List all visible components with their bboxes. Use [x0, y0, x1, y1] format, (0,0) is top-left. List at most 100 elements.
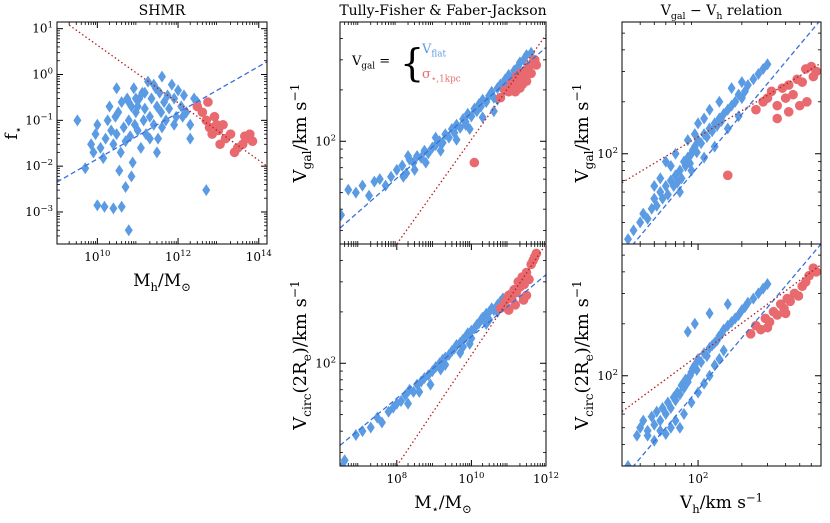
point: [99, 152, 108, 165]
point: [788, 89, 798, 100]
point: [452, 118, 461, 131]
fit-line-dashed: [632, 244, 821, 466]
axes-frame: [339, 243, 547, 467]
point: [145, 110, 154, 123]
point: [174, 84, 183, 97]
point: [690, 128, 699, 141]
y-axis-label: Vcirc(2Re)/km s−1: [570, 280, 596, 431]
point: [133, 124, 142, 137]
point: [772, 310, 783, 320]
point: [129, 82, 138, 95]
panel-tf: 102 Tully-Fisher & Faber-Jackson Vgal/km s…: [288, 3, 547, 245]
fit-line-dashed: [632, 22, 820, 244]
point: [218, 119, 228, 130]
point: [636, 216, 645, 229]
point: [743, 79, 752, 92]
point: [93, 199, 102, 212]
point: [683, 134, 692, 147]
point: [723, 122, 732, 135]
point: [103, 114, 112, 127]
point: [465, 123, 474, 136]
point: [100, 200, 109, 213]
x-tick-label: 1010: [84, 249, 110, 264]
point: [754, 67, 763, 80]
point: [351, 186, 360, 199]
point: [780, 93, 791, 103]
x-tick-label: 102: [688, 471, 709, 486]
point: [158, 121, 166, 134]
y-tick-label: 10−2: [25, 158, 53, 173]
point: [734, 110, 743, 123]
point: [624, 460, 633, 466]
point: [643, 212, 652, 225]
point: [772, 100, 783, 111]
fit-line-dotted: [622, 62, 821, 184]
fit-line-dotted: [396, 34, 546, 244]
point: [656, 172, 665, 185]
point: [783, 80, 794, 90]
legend-item: Vflat: [421, 42, 447, 60]
series-V_flat: [340, 46, 536, 221]
point: [650, 180, 659, 193]
point: [117, 200, 126, 213]
point: [186, 132, 195, 145]
point: [751, 104, 761, 115]
point: [797, 77, 808, 87]
fit-line-dotted: [396, 244, 546, 466]
point: [679, 408, 688, 421]
point: [705, 103, 714, 116]
point: [692, 363, 701, 376]
series-early-type: [745, 263, 821, 339]
point: [124, 224, 133, 237]
x-tick-label: 1012: [533, 471, 559, 486]
y-tick-label: 102: [597, 146, 618, 161]
point: [239, 131, 250, 142]
point: [392, 163, 401, 176]
point: [489, 105, 498, 118]
point: [793, 291, 804, 301]
point: [697, 356, 706, 369]
point: [503, 305, 514, 315]
point: [397, 395, 406, 408]
point: [179, 89, 188, 102]
fit-line-dashed: [340, 274, 546, 446]
point: [340, 454, 349, 466]
point: [478, 111, 487, 124]
point: [197, 107, 208, 118]
y-axis-label: Vcirc(2Re)/km s−1: [288, 280, 314, 431]
point: [161, 114, 170, 127]
point: [358, 425, 367, 438]
point: [409, 385, 418, 398]
point: [247, 136, 258, 147]
point: [687, 164, 696, 177]
y-tick-label: 102: [315, 355, 336, 370]
panel-tf2: 108 1010 1012 102 M⋆/M⊙ Vcirc(2Re)/km s−1: [288, 243, 559, 516]
point: [671, 147, 680, 160]
point: [126, 130, 135, 143]
point: [671, 414, 680, 427]
point: [375, 173, 384, 186]
series-early-type: [192, 97, 258, 158]
series-late-type: [624, 278, 772, 466]
point: [186, 118, 195, 131]
point: [225, 129, 236, 139]
y-axis-label: Vgal/km s−1: [570, 84, 596, 184]
point: [723, 298, 732, 311]
fit-line-dotted: [622, 264, 821, 413]
series-early-type: [722, 61, 821, 181]
panel-vgvh: 102 Vgal − Vh relation Vgal/km s−1: [570, 3, 822, 245]
panel-shmr: 1010 1012 1014 10−3 10−2 10−1 100 101 SHMR Mh/M⊙ f…: [2, 3, 272, 294]
point: [783, 107, 794, 117]
point: [140, 102, 149, 115]
data-points: [340, 46, 542, 221]
point: [708, 125, 717, 138]
point: [149, 118, 158, 131]
point: [101, 132, 110, 145]
chart-title: SHMR: [139, 3, 186, 19]
point: [677, 172, 686, 185]
point: [656, 414, 665, 427]
data-points: [624, 58, 821, 244]
point: [652, 199, 661, 212]
point: [431, 131, 440, 144]
